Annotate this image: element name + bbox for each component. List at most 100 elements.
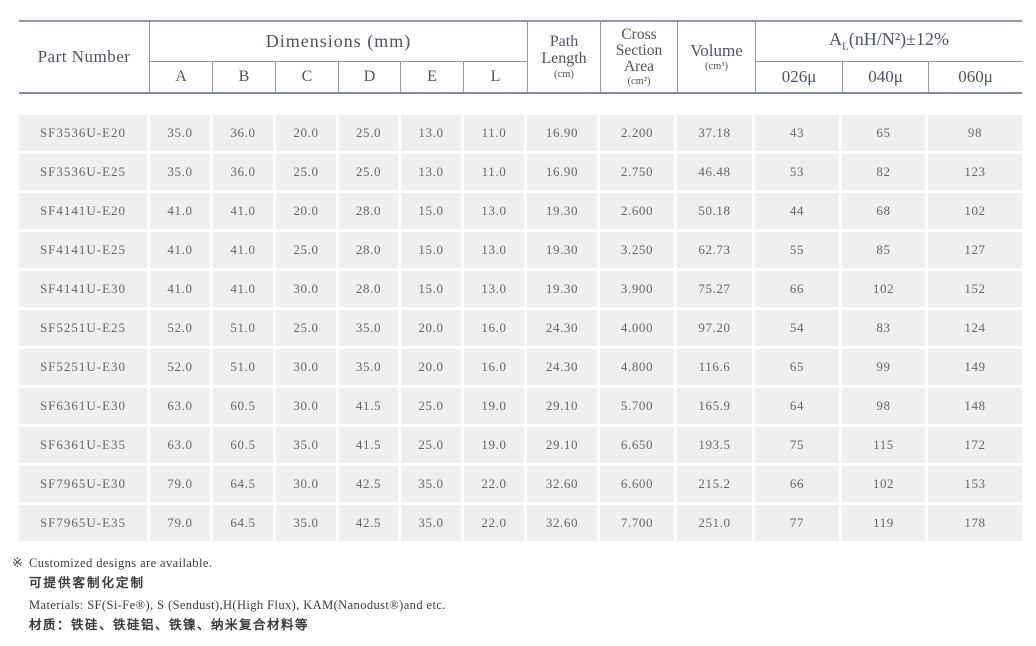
value-cell: 19.30: [527, 271, 600, 307]
value-cell: 19.30: [527, 232, 600, 268]
value-cell: 29.10: [527, 427, 600, 463]
value-cell: 65: [755, 349, 842, 385]
value-cell: 66: [755, 271, 842, 307]
value-cell: 11.0: [464, 154, 527, 190]
value-cell: 4.800: [600, 349, 677, 385]
value-cell: 64.5: [213, 466, 276, 502]
header-dim-a: A: [150, 62, 213, 92]
value-cell: 65: [842, 115, 928, 151]
value-cell: 25.0: [276, 310, 339, 346]
value-cell: 52.0: [150, 310, 213, 346]
value-cell: 50.18: [677, 193, 755, 229]
table-row: SF4141U-E20 41.0 41.0 20.0 28.0 15.0 13.0 19.30…: [19, 193, 1022, 229]
value-cell: 30.0: [276, 271, 339, 307]
value-cell: 77: [755, 505, 842, 541]
table-row: SF3536U-E20 35.0 36.0 20.0 25.0 13.0 11.0 16.90…: [19, 115, 1022, 151]
value-cell: 215.2: [677, 466, 755, 502]
value-cell: 13.0: [401, 115, 464, 151]
value-cell: 64: [755, 388, 842, 424]
value-cell: 13.0: [464, 232, 527, 268]
part-number-cell: SF6361U-E35: [19, 427, 150, 463]
value-cell: 41.0: [150, 193, 213, 229]
value-cell: 37.18: [677, 115, 755, 151]
value-cell: 102: [842, 271, 928, 307]
value-cell: 51.0: [213, 310, 276, 346]
value-cell: 13.0: [464, 193, 527, 229]
header-volume: Volume (cm³): [677, 22, 755, 92]
value-cell: 75.27: [677, 271, 755, 307]
part-number-cell: SF3536U-E20: [19, 115, 150, 151]
table-row: SF4141U-E25 41.0 41.0 25.0 28.0 15.0 13.0 19.30…: [19, 232, 1022, 268]
value-cell: 127: [928, 232, 1022, 268]
value-cell: 5.700: [600, 388, 677, 424]
value-cell: 35.0: [339, 310, 401, 346]
header-dim-l: L: [490, 67, 501, 85]
value-cell: 3.250: [600, 232, 677, 268]
value-cell: 98: [842, 388, 928, 424]
part-number-cell: SF4141U-E25: [19, 232, 150, 268]
value-cell: 32.60: [527, 505, 600, 541]
volume-unit: (cm³): [705, 60, 728, 72]
value-cell: 165.9: [677, 388, 755, 424]
table-row: SF3536U-E25 35.0 36.0 25.0 25.0 13.0 11.0 16.90…: [19, 154, 1022, 190]
value-cell: 15.0: [401, 193, 464, 229]
value-cell: 25.0: [401, 427, 464, 463]
value-cell: 24.30: [527, 349, 600, 385]
value-cell: 149: [928, 349, 1022, 385]
value-cell: 116.6: [677, 349, 755, 385]
header-path-length: Path Length (cm): [527, 22, 600, 92]
value-cell: 152: [928, 271, 1022, 307]
table-row: SF4141U-E30 41.0 41.0 30.0 28.0 15.0 13.0 19.30…: [19, 271, 1022, 307]
table-row: SF5251U-E30 52.0 51.0 30.0 35.0 20.0 16.0 24.30…: [19, 349, 1022, 385]
header-dim-c: C: [276, 62, 339, 92]
table-row: SF6361U-E35 63.0 60.5 35.0 41.5 25.0 19.0 29.10…: [19, 427, 1022, 463]
value-cell: 19.30: [527, 193, 600, 229]
value-cell: 30.0: [276, 466, 339, 502]
value-cell: 178: [928, 505, 1022, 541]
value-cell: 20.0: [401, 349, 464, 385]
note-materials-zh: 材质：铁硅、铁硅铝、铁镍、纳米复合材料等: [29, 618, 310, 632]
part-number-cell: SF5251U-E30: [19, 349, 150, 385]
value-cell: 66: [755, 466, 842, 502]
value-cell: 60.5: [213, 427, 276, 463]
al-label: AL(nH/N²)±12%: [829, 28, 949, 53]
value-cell: 25.0: [339, 154, 401, 190]
value-cell: 36.0: [213, 115, 276, 151]
value-cell: 35.0: [276, 427, 339, 463]
value-cell: 16.0: [464, 310, 527, 346]
value-cell: 16.90: [527, 154, 600, 190]
value-cell: 25.0: [339, 115, 401, 151]
table-row: SF7965U-E30 79.0 64.5 30.0 42.5 35.0 22.0 32.60…: [19, 466, 1022, 502]
value-cell: 16.90: [527, 115, 600, 151]
value-cell: 32.60: [527, 466, 600, 502]
value-cell: 35.0: [276, 505, 339, 541]
value-cell: 41.5: [339, 427, 401, 463]
header-dimensions: Dimensions (mm): [150, 22, 527, 62]
value-cell: 22.0: [464, 505, 527, 541]
value-cell: 20.0: [276, 115, 339, 151]
value-cell: 35.0: [150, 115, 213, 151]
value-cell: 13.0: [401, 154, 464, 190]
value-cell: 15.0: [401, 232, 464, 268]
value-cell: 43: [755, 115, 842, 151]
value-cell: 79.0: [150, 466, 213, 502]
value-cell: 30.0: [276, 388, 339, 424]
value-cell: 62.73: [677, 232, 755, 268]
value-cell: 82: [842, 154, 928, 190]
table-row: SF7965U-E35 79.0 64.5 35.0 42.5 35.0 22.0 32.60…: [19, 505, 1022, 541]
value-cell: 3.900: [600, 271, 677, 307]
header-al-value: AL(nH/N²)±12%: [755, 22, 1022, 62]
header-dim-e: E: [401, 62, 464, 92]
value-cell: 79.0: [150, 505, 213, 541]
value-cell: 153: [928, 466, 1022, 502]
value-cell: 30.0: [276, 349, 339, 385]
value-cell: 41.0: [150, 271, 213, 307]
value-cell: 46.48: [677, 154, 755, 190]
note-customized-en: Customized designs are available.: [29, 556, 213, 570]
value-cell: 42.5: [339, 466, 401, 502]
value-cell: 7.700: [600, 505, 677, 541]
value-cell: 63.0: [150, 388, 213, 424]
value-cell: 28.0: [339, 193, 401, 229]
value-cell: 35.0: [401, 505, 464, 541]
